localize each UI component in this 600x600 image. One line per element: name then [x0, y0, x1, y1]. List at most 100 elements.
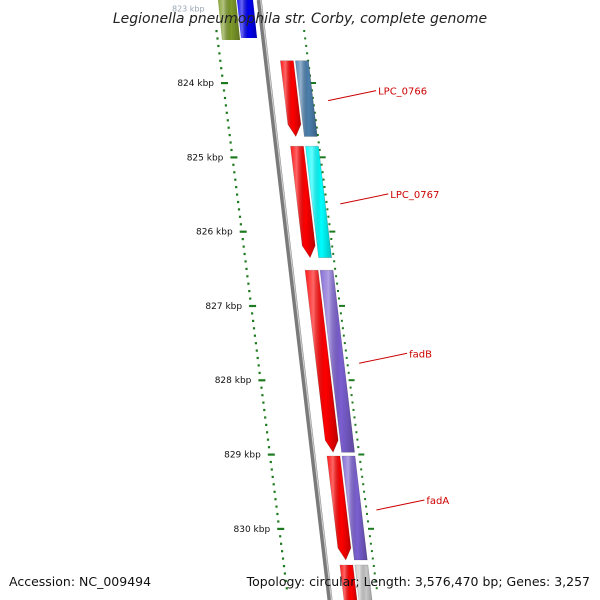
outer-ruler-tick [342, 334, 345, 337]
ruler-minor-tick [232, 163, 235, 166]
ruler-minor-tick [225, 111, 228, 114]
cds-arrow-fadb[interactable] [304, 269, 339, 453]
backbone-group [256, 0, 333, 600]
outer-ruler-tick [312, 104, 315, 107]
ruler-minor-tick [281, 557, 285, 560]
ruler-minor-tick [256, 356, 259, 360]
outer-ruler-tick [330, 238, 333, 240]
ruler-minor-tick [220, 67, 223, 70]
outer-ruler-tick [326, 208, 329, 211]
outer-ruler-tick [336, 282, 339, 285]
cds-arrow-fada[interactable] [326, 455, 352, 561]
top-partial-features [0, 0, 600, 40]
accession-label: Accession: NC_009494 [9, 574, 151, 589]
outer-ruler-tick [375, 587, 378, 590]
cds-arrow-lpc_0766-shading [280, 60, 301, 137]
gene-bar-fada[interactable] [341, 455, 368, 561]
outer-ruler-tick [356, 438, 359, 441]
ruler-minor-tick [276, 512, 279, 516]
ruler-minor-tick [285, 587, 288, 590]
gene-label-leader [376, 499, 425, 511]
cds-arrow-lpc_0766[interactable] [280, 60, 302, 138]
ruler-minor-tick [247, 282, 250, 285]
outer-ruler-tick [353, 416, 356, 419]
ruler-minor-tick [283, 572, 286, 575]
ruler-minor-tick [253, 334, 256, 337]
top-background [0, 0, 600, 38]
gene-label-lpc_0766[interactable]: LPC_0766 [378, 87, 427, 98]
outer-ruler-tick [328, 223, 331, 226]
outer-ruler-tick [335, 275, 338, 278]
gene-bar-fadb[interactable] [319, 269, 355, 453]
outer-ruler-tick [339, 304, 345, 307]
outer-ruler-tick [337, 290, 339, 292]
ruler-minor-tick [267, 446, 271, 449]
ruler-minor-tick [251, 312, 254, 315]
ruler-minor-tick [255, 349, 258, 352]
partial-cds-bottom[interactable] [339, 564, 359, 600]
partial-feature-blue-shading [237, 0, 257, 38]
ruler-minor-tick [221, 74, 224, 77]
outer-ruler-tick [370, 550, 373, 553]
gene-bar-fadb-shading [320, 270, 355, 453]
ruler-minor-tick [277, 520, 280, 523]
ruler-minor-tick [241, 238, 244, 241]
gene-label-fadb[interactable]: fadB [409, 349, 432, 360]
ruler-minor-tick [222, 89, 226, 92]
outer-ruler-tick [311, 89, 313, 92]
cds-arrow-fadb-shading [305, 270, 339, 453]
ruler-major-tick [267, 453, 275, 456]
outer-ruler-tick [333, 260, 336, 263]
gene-bar-lpc_0766-shading [295, 60, 318, 137]
outer-ruler-tick [347, 371, 350, 374]
outer-ruler-tick [313, 111, 316, 114]
outer-ruler-tick [311, 96, 314, 99]
cds-arrow-lpc_0767[interactable] [290, 145, 316, 259]
gene-bar-lpc_0766[interactable] [295, 60, 318, 137]
ruler-minor-tick [216, 37, 219, 40]
ruler-minor-tick [228, 134, 231, 137]
outer-ruler-tick [340, 319, 343, 322]
ruler-minor-tick [230, 148, 233, 152]
gene-label-leader [327, 90, 377, 102]
outer-ruler-tick [322, 178, 325, 181]
ruler-minor-tick [271, 475, 274, 478]
ruler-minor-tick [282, 565, 286, 568]
ruler-minor-tick [233, 171, 236, 174]
ruler-minor-tick [275, 505, 278, 508]
gene-label-lpc_0767[interactable]: LPC_0767 [390, 190, 439, 201]
gene-track [295, 60, 368, 561]
ruler-minor-tick [248, 290, 251, 293]
ruler-minor-tick [258, 371, 261, 374]
outer-ruler-tick [351, 401, 354, 404]
outer-ruler-tick [365, 505, 368, 508]
partial-gene-bottom[interactable] [354, 564, 374, 600]
partial-cds-bottom-shading [339, 565, 357, 600]
ruler-tick-label: 826 kbp [196, 228, 233, 238]
ruler-minor-tick [273, 490, 276, 493]
outer-ruler-tick [364, 498, 367, 501]
ruler-minor-tick [280, 542, 283, 545]
ruler-minor-tick [219, 59, 222, 62]
ruler-minor-tick [254, 342, 257, 345]
bottom-partial-features [339, 564, 374, 600]
ruler-minor-tick [237, 208, 241, 211]
gene-bar-lpc_0767[interactable] [305, 145, 332, 258]
outer-ruler-tick [315, 126, 318, 129]
ruler-tick-label: 830 kbp [234, 525, 271, 535]
ruler-minor-tick [279, 535, 282, 538]
ruler-minor-tick [238, 215, 242, 218]
partial-feature-olive-shading [218, 0, 240, 40]
ruler-major-tick [230, 156, 238, 159]
outer-ruler-tick [303, 30, 306, 32]
ruler-minor-tick [260, 386, 263, 389]
backbone-highlight [260, 0, 333, 600]
gene-label-fada[interactable]: fadA [426, 496, 449, 507]
ruler-tick-label: 825 kbp [187, 153, 224, 163]
outer-ruler-tick [368, 535, 371, 538]
outer-ruler-tick [360, 468, 363, 471]
outer-ruler-tick [331, 245, 334, 248]
map-title: Legionella pneumophila str. Corby, compl… [113, 11, 487, 27]
